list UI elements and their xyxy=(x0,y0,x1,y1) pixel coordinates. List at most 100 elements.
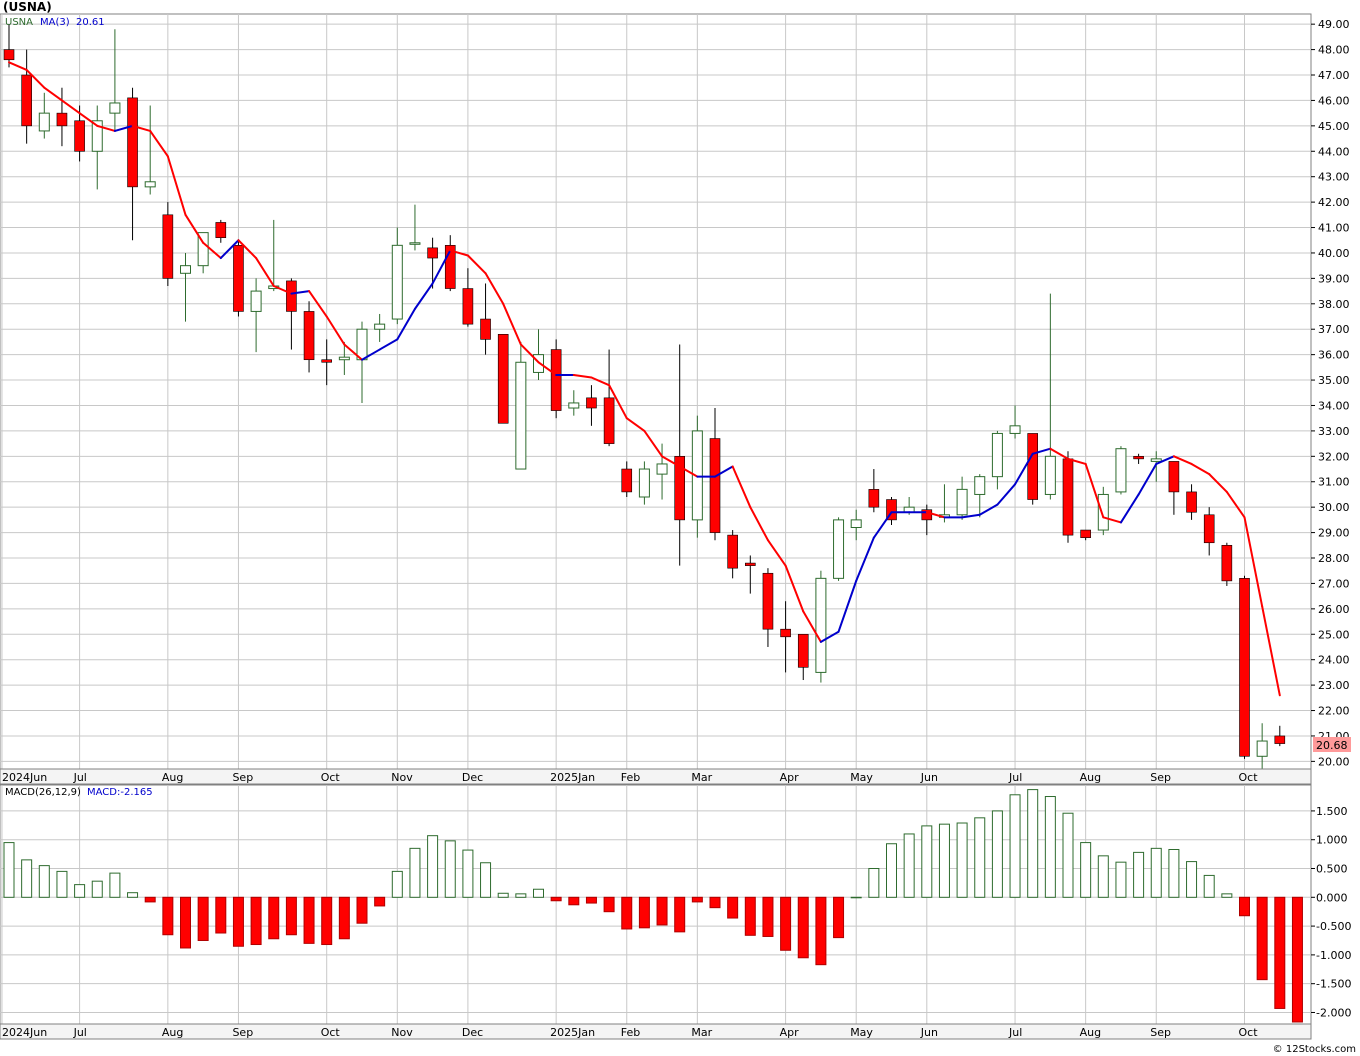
candle-body xyxy=(250,290,262,312)
candle-up xyxy=(144,105,156,195)
macd-y-tick-label: 0.000 xyxy=(1316,891,1348,904)
price-x-tick-label: 2025Jan xyxy=(550,771,595,784)
macd-bar-positive xyxy=(974,817,986,898)
ma3-segment xyxy=(466,254,487,275)
candle-down xyxy=(886,496,897,525)
ma3-segment xyxy=(1137,462,1158,496)
macd-bar-negative xyxy=(215,896,227,934)
macd-y-tick-label: -0.500 xyxy=(1316,920,1351,933)
ma3-segment xyxy=(449,249,469,257)
macd-bar-positive xyxy=(921,825,933,898)
ma3-segment xyxy=(8,61,28,71)
macd-bar-positive xyxy=(991,810,1003,898)
macd-y-tick-label: -1.000 xyxy=(1316,949,1351,962)
candle-down xyxy=(1239,575,1250,759)
macd-bar-positive xyxy=(21,859,33,898)
ma3-segment xyxy=(766,539,787,567)
ma3-segment xyxy=(308,290,328,318)
candle-body xyxy=(815,577,827,673)
candle-down xyxy=(868,469,880,513)
candle-body xyxy=(3,49,15,61)
macd-bar-negative xyxy=(585,896,597,904)
price-x-tick-label: Sep xyxy=(1150,771,1171,784)
candle-down xyxy=(727,530,738,579)
candle-up xyxy=(374,313,386,342)
candle-body xyxy=(586,397,597,409)
price-ma-line xyxy=(8,61,1281,697)
candle-body xyxy=(1062,458,1074,536)
candle-body xyxy=(1168,461,1180,493)
ma3-segment xyxy=(625,417,646,432)
macd-bar-negative xyxy=(833,896,845,939)
macd-legend-value: MACD:-2.165 xyxy=(87,787,153,798)
price-y-tick-label: 30.00 xyxy=(1318,501,1350,514)
candle-body xyxy=(321,359,333,363)
candle-body xyxy=(709,438,721,533)
ma3-segment xyxy=(572,373,593,379)
candle-body xyxy=(144,181,156,188)
price-x-tick-label: Aug xyxy=(1080,771,1101,784)
price-x-tick-label: Mar xyxy=(691,771,712,784)
candle-body xyxy=(1027,433,1038,500)
macd-bar-positive xyxy=(868,868,880,898)
candle-up xyxy=(656,443,668,500)
candle-down xyxy=(233,240,244,317)
candle-up xyxy=(533,329,544,381)
candle-body xyxy=(180,265,191,274)
candle-body xyxy=(515,361,527,470)
candle-up xyxy=(109,29,121,131)
ma3-segment xyxy=(149,129,169,158)
ma3-segment xyxy=(1225,490,1246,519)
candle-down xyxy=(56,87,68,147)
macd-bar-negative xyxy=(727,896,739,919)
price-y-axis: 20.0021.0022.0023.0024.0025.0026.0027.00… xyxy=(1311,18,1350,768)
price-y-tick-label: 35.00 xyxy=(1318,374,1350,387)
macd-bar-negative xyxy=(1274,896,1286,1009)
ma3-segment xyxy=(872,511,893,539)
macd-y-tick-label: 0.500 xyxy=(1316,863,1348,876)
ma3-segment xyxy=(131,124,152,132)
candle-body xyxy=(1133,456,1144,460)
ma3-segment xyxy=(714,465,734,478)
ma3-segment xyxy=(1067,457,1087,465)
candle-up xyxy=(1150,451,1162,482)
candle-body xyxy=(886,499,897,521)
candle-up xyxy=(391,227,403,325)
candle-body xyxy=(797,633,809,668)
price-x-tick-label: May xyxy=(850,771,873,784)
ma3-segment xyxy=(166,155,187,216)
candle-up xyxy=(197,232,209,274)
macd-bar-positive xyxy=(480,862,492,898)
candle-body xyxy=(991,432,1003,478)
macd-bar-negative xyxy=(709,896,721,909)
macd-bar-negative xyxy=(1239,896,1250,917)
price-y-tick-label: 41.00 xyxy=(1318,222,1350,235)
macd-legend: MACD(26,12,9) MACD:-2.165 xyxy=(5,787,153,798)
ma3-segment xyxy=(643,429,664,458)
candle-down xyxy=(21,49,32,144)
price-y-tick-label: 32.00 xyxy=(1318,450,1350,463)
macd-y-tick-label: 1.500 xyxy=(1316,805,1348,818)
candle-body xyxy=(921,509,933,521)
macd-bar-negative xyxy=(180,896,191,949)
ma3-segment xyxy=(802,610,822,643)
macd-bar-positive xyxy=(515,893,527,898)
macd-bar-positive xyxy=(109,872,121,898)
price-x-tick-label: Apr xyxy=(780,771,800,784)
ma3-segment xyxy=(325,315,346,346)
macd-y-axis: -2.000 -1.500 -1.000 -0.500 0.000 0.500 1.000 1… xyxy=(1311,805,1351,1019)
candle-body xyxy=(1009,425,1021,434)
macd-bar-positive xyxy=(56,870,68,898)
price-x-tick-label: Sep xyxy=(232,771,253,784)
macd-bar-negative xyxy=(603,896,615,913)
macd-bar-positive xyxy=(1044,796,1056,898)
candle-body xyxy=(338,356,350,361)
candle-body xyxy=(91,120,103,152)
macd-x-tick-label: Nov xyxy=(391,1026,413,1039)
macd-bar-negative xyxy=(356,896,368,924)
candle-body xyxy=(109,102,121,114)
ma3-segment xyxy=(272,285,293,295)
candle-body xyxy=(1274,735,1286,744)
candle-up xyxy=(815,570,827,683)
price-y-tick-label: 46.00 xyxy=(1318,94,1350,107)
